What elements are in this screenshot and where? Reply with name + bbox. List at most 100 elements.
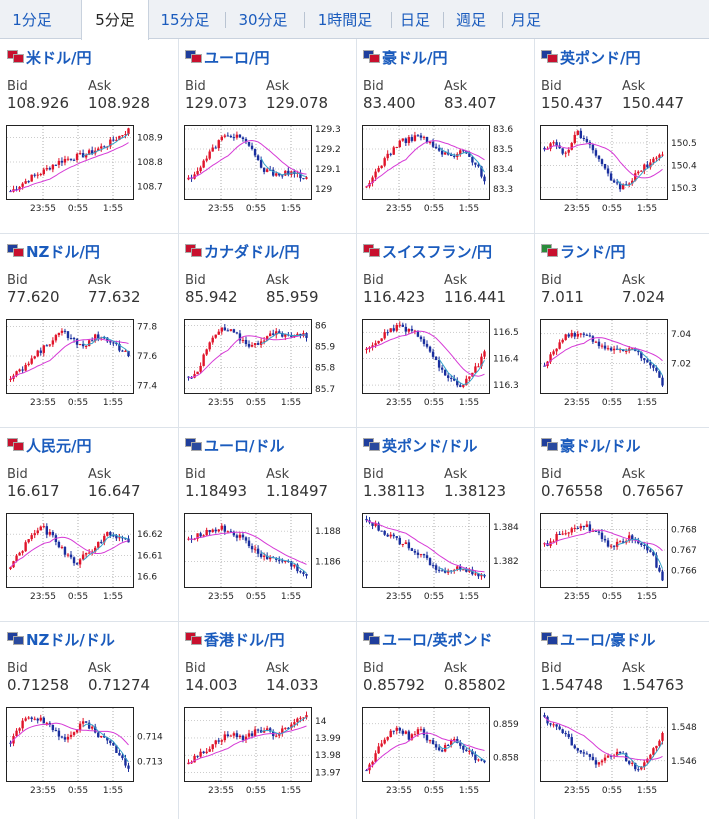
y-tick-label: 83.6 — [493, 125, 513, 135]
price-chart[interactable]: 108.9 108.8 108.7 23:55 0:55 1:55 — [6, 125, 172, 215]
candle-body — [256, 729, 260, 731]
price-chart[interactable]: 0.714 0.713 23:55 0:55 1:55 — [6, 707, 172, 797]
price-chart[interactable]: 0.768 0.767 0.766 23:55 0:55 1:55 — [540, 513, 706, 603]
candle-body — [81, 344, 85, 347]
candle-body — [112, 139, 115, 141]
candle-body — [21, 183, 24, 187]
ma-short-line — [438, 567, 485, 576]
candle-body — [66, 736, 70, 740]
tab-8[interactable]: 月足 — [510, 11, 541, 29]
price-chart[interactable]: 16.62 16.61 16.6 23:55 0:55 1:55 — [6, 513, 172, 603]
plot-frame — [6, 513, 134, 588]
rate-card[interactable]: ユーロ/英ポンド Bid Ask 0.85792 0.85802 0.859 0.858 23… — [356, 621, 533, 815]
price-chart[interactable]: 1.384 1.382 23:55 0:55 1:55 — [362, 513, 528, 603]
pair-title[interactable]: 豪ドル/円 — [363, 47, 447, 67]
rate-card[interactable]: ユーロ/円 Bid Ask 129.073 129.078 129.3 129.2 129.1… — [178, 39, 355, 233]
candle-body — [69, 158, 73, 160]
candle-body — [549, 354, 552, 362]
rate-card[interactable]: 人民元/円 Bid Ask 16.617 16.647 16.62 16.61 16.6 23:… — [0, 427, 177, 621]
candle-body — [597, 531, 601, 533]
tab-3[interactable]: 15分足 — [160, 11, 210, 29]
tab-5[interactable]: 1時間足 — [317, 11, 373, 29]
pair-title[interactable]: カナダドル/円 — [185, 241, 299, 261]
candle-body — [579, 130, 583, 138]
pair-title[interactable]: NZドル/ドル — [7, 629, 115, 649]
rate-card[interactable]: ランド/円 Bid Ask 7.011 7.024 7.04 7.02 23:55 0:55 1:… — [534, 233, 709, 427]
candle-body — [69, 338, 73, 340]
price-chart[interactable]: 1.548 1.546 23:55 0:55 1:55 — [540, 707, 706, 797]
candle-body — [652, 748, 655, 755]
candle-body — [618, 751, 622, 754]
candle-body — [208, 151, 211, 159]
pair-title-label: 米ドル/円 — [26, 49, 92, 67]
candle-body — [377, 746, 380, 754]
pair-title[interactable]: 人民元/円 — [7, 435, 91, 455]
candle-body — [564, 732, 567, 735]
pair-title[interactable]: ユーロ/円 — [185, 47, 269, 67]
pair-title[interactable]: 米ドル/円 — [7, 47, 91, 67]
candle-body — [296, 718, 299, 723]
price-chart[interactable]: 0.859 0.858 23:55 0:55 1:55 — [362, 707, 528, 797]
x-tick-label: 0:55 — [424, 398, 444, 408]
pair-title[interactable]: ユーロ/豪ドル — [541, 629, 655, 649]
candle-body — [398, 140, 401, 148]
pair-title[interactable]: ユーロ/英ポンド — [363, 629, 492, 649]
ma-short-line — [617, 348, 663, 376]
candle-body — [51, 531, 55, 536]
price-chart[interactable]: 14 13.99 13.98 13.97 23:55 0:55 1:55 — [184, 707, 350, 797]
price-chart[interactable]: 86 85.9 85.8 85.7 23:55 0:55 1:55 — [184, 319, 350, 409]
rate-card[interactable]: NZドル/円 Bid Ask 77.620 77.632 77.8 77.6 77.4 23:5… — [0, 233, 177, 427]
pair-title[interactable]: スイスフラン/円 — [363, 241, 492, 261]
rate-card[interactable]: ユーロ/ドル Bid Ask 1.18493 1.18497 1.188 1.186 23:5… — [178, 427, 355, 621]
price-chart[interactable]: 116.5 116.4 116.3 23:55 0:55 1:55 — [362, 319, 528, 409]
pair-title[interactable]: NZドル/円 — [7, 241, 100, 261]
rate-card[interactable]: NZドル/ドル Bid Ask 0.71258 0.71274 0.714 0.713 23:… — [0, 621, 177, 815]
candle-body — [652, 158, 655, 163]
price-chart[interactable]: 7.04 7.02 23:55 0:55 1:55 — [540, 319, 706, 409]
y-tick-label: 16.6 — [137, 572, 157, 582]
candle-body — [594, 530, 598, 532]
candle-body — [365, 518, 368, 521]
rate-card[interactable]: 豪ドル/円 Bid Ask 83.400 83.407 83.6 83.5 83.4 83.3 2… — [356, 39, 533, 233]
candle-body — [109, 341, 112, 343]
rate-card[interactable]: 豪ドル/ドル Bid Ask 0.76558 0.76567 0.768 0.767 0.76… — [534, 427, 709, 621]
pair-title[interactable]: ランド/円 — [541, 241, 625, 261]
candle-body — [631, 535, 634, 540]
tab-4[interactable]: 30分足 — [238, 11, 288, 29]
pair-title[interactable]: 豪ドル/ドル — [541, 435, 640, 455]
rate-card[interactable]: 英ポンド/ドル Bid Ask 1.38113 1.38123 1.384 1.382 23:… — [356, 427, 533, 621]
tab-6[interactable]: 日足 — [399, 11, 430, 29]
pair-title[interactable]: 英ポンド/ドル — [363, 435, 477, 455]
candle-body — [84, 553, 88, 555]
rate-card[interactable]: 香港ドル/円 Bid Ask 14.003 14.033 14 13.99 13.98 13.9… — [178, 621, 355, 815]
price-chart[interactable]: 150.5 150.4 150.3 23:55 0:55 1:55 — [540, 125, 706, 215]
ask-value: 0.85802 — [444, 676, 507, 694]
pair-title[interactable]: ユーロ/ドル — [185, 435, 284, 455]
tab-1[interactable]: 1分足 — [12, 11, 52, 29]
candle-body — [579, 750, 583, 753]
price-chart[interactable]: 83.6 83.5 83.4 83.3 23:55 0:55 1:55 — [362, 125, 528, 215]
rate-card[interactable]: スイスフラン/円 Bid Ask 116.423 116.441 116.5 116.4 11… — [356, 233, 533, 427]
price-chart[interactable]: 1.188 1.186 23:55 0:55 1:55 — [184, 513, 350, 603]
price-chart[interactable]: 129.3 129.2 129.1 129 23:55 0:55 1:55 — [184, 125, 350, 215]
rate-card[interactable]: ユーロ/豪ドル Bid Ask 1.54748 1.54763 1.548 1.546 23:… — [534, 621, 709, 815]
rate-card[interactable]: 英ポンド/円 Bid Ask 150.437 150.447 150.5 150.4 150.… — [534, 39, 709, 233]
x-tick-label: 0:55 — [602, 204, 622, 214]
grid-divider — [0, 621, 709, 622]
candle-body — [462, 385, 465, 387]
tab-7[interactable]: 週足 — [455, 11, 486, 29]
tab-2[interactable]: 5分足 — [81, 0, 149, 40]
candle-body — [54, 335, 58, 341]
rate-card[interactable]: カナダドル/円 Bid Ask 85.942 85.959 86 85.9 85.8 85.7 2… — [178, 233, 355, 427]
candle-body — [278, 559, 281, 561]
rate-card[interactable]: 米ドル/円 Bid Ask 108.926 108.928 108.9 108.8 108.7… — [0, 39, 177, 233]
candle-body — [268, 333, 272, 337]
price-chart[interactable]: 77.8 77.6 77.4 23:55 0:55 1:55 — [6, 319, 172, 409]
pair-title[interactable]: 香港ドル/円 — [185, 629, 284, 649]
x-tick-label: 0:55 — [246, 592, 266, 602]
candle-body — [543, 715, 546, 717]
candle-body — [78, 723, 82, 730]
pair-title[interactable]: 英ポンド/円 — [541, 47, 640, 67]
candle-body — [223, 135, 227, 137]
candle-body — [250, 345, 254, 347]
